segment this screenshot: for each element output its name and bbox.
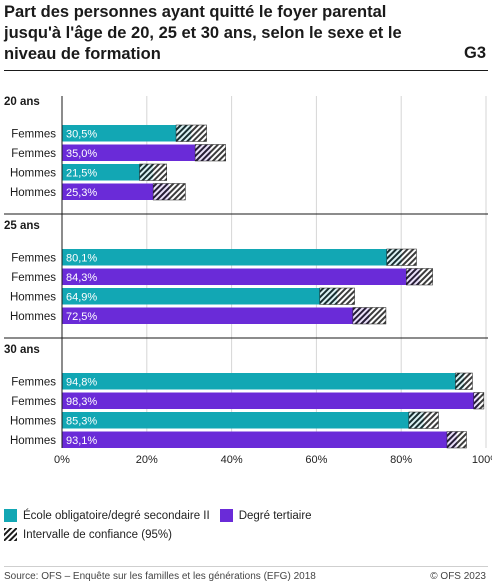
category-label: Femmes [11,376,56,388]
legend: École obligatoire/degré secondaire II De… [4,506,322,544]
category-label: Hommes [10,291,56,303]
confidence-interval [319,288,355,305]
legend-label-ci: Intervalle de confiance (95%) [23,528,172,541]
confidence-interval [139,164,167,181]
bars: 30,5% 35,0% 21,5% 25,3% 80,1% 84,3% 64,9% 72,5%… [62,124,485,449]
data-label: 64,9% [66,291,97,303]
confidence-interval-outline [352,307,387,325]
confidence-interval [408,412,439,429]
x-tick-label: 100% [472,454,492,464]
confidence-interval [352,307,386,324]
data-label: 94,8% [66,376,97,388]
confidence-interval [406,268,433,285]
bar-chart: 20 ans Femmes Femmes Hommes Hommes 25 ans Femm… [4,96,492,464]
confidence-interval-outline [175,124,207,142]
source-note: Source: OFS – Enquête sur les familles e… [4,571,316,582]
category-label: Femmes [11,272,56,284]
legend-swatch-ci [4,528,17,541]
confidence-interval-outline [319,287,355,305]
legend-label-tertiary: Degré tertiaire [238,509,312,522]
x-tick-label: 60% [305,454,327,464]
data-label: 85,3% [66,415,97,427]
confidence-interval [473,392,484,409]
data-label: 98,3% [66,396,97,408]
data-label: 84,3% [66,272,97,284]
group-label: 25 ans [4,220,40,232]
category-label: Hommes [10,311,56,323]
bar [62,392,479,409]
category-label: Femmes [11,396,56,408]
confidence-interval [195,144,226,161]
chart-title: Part des personnes ayant quitté le foyer… [4,3,402,63]
legend-item-tertiary: Degré tertiaire [219,509,312,522]
confidence-interval-outline [152,183,186,201]
confidence-interval-outline [194,144,226,162]
x-tick-label: 0% [54,454,70,464]
confidence-interval-outline [455,372,473,390]
legend-swatch-secondary [4,509,17,522]
confidence-interval-outline [386,248,417,266]
confidence-interval [446,431,467,448]
data-label: 93,1% [66,435,97,447]
category-label: Hommes [10,435,56,447]
chart-code: G3 [463,44,486,62]
data-label: 21,5% [66,167,97,179]
confidence-interval [386,249,417,266]
bar [62,183,170,200]
confidence-interval-outline [446,431,467,449]
confidence-interval-outline [408,411,439,429]
confidence-interval-outline [139,163,167,181]
data-label: 72,5% [66,311,97,323]
legend-label-secondary: École obligatoire/degré secondaire II [23,509,210,522]
legend-item-ci: Intervalle de confiance (95%) [4,528,172,541]
confidence-interval-outline [406,268,433,286]
legend-swatch-tertiary [219,509,233,522]
bar [62,125,192,142]
bar [62,268,420,285]
x-tick-label: 80% [390,454,412,464]
footer-divider [4,566,488,567]
copyright-note: © OFS 2023 [430,571,486,582]
bar [62,431,457,448]
group-label: 30 ans [4,344,40,356]
data-label: 30,5% [66,128,97,140]
x-tick-label: 40% [221,454,243,464]
bar [62,412,424,429]
category-label: Hommes [10,167,56,179]
bar [62,249,402,266]
data-label: 80,1% [66,252,97,264]
category-label: Femmes [11,148,56,160]
data-label: 35,0% [66,148,97,160]
legend-item-secondary: École obligatoire/degré secondaire II [4,509,210,522]
bar [62,288,338,305]
bar [62,373,464,390]
confidence-interval [455,373,473,390]
title-divider [4,70,488,71]
bar [62,144,211,161]
confidence-interval-outline [473,392,485,410]
confidence-interval [176,125,207,142]
category-label: Femmes [11,128,56,140]
category-label: Femmes [11,252,56,264]
bar [62,164,154,181]
confidence-interval [153,183,186,200]
x-tick-label: 20% [136,454,158,464]
category-label: Hommes [10,187,56,199]
bar [62,307,370,324]
data-label: 25,3% [66,187,97,199]
group-label: 20 ans [4,96,40,108]
category-label: Hommes [10,415,56,427]
